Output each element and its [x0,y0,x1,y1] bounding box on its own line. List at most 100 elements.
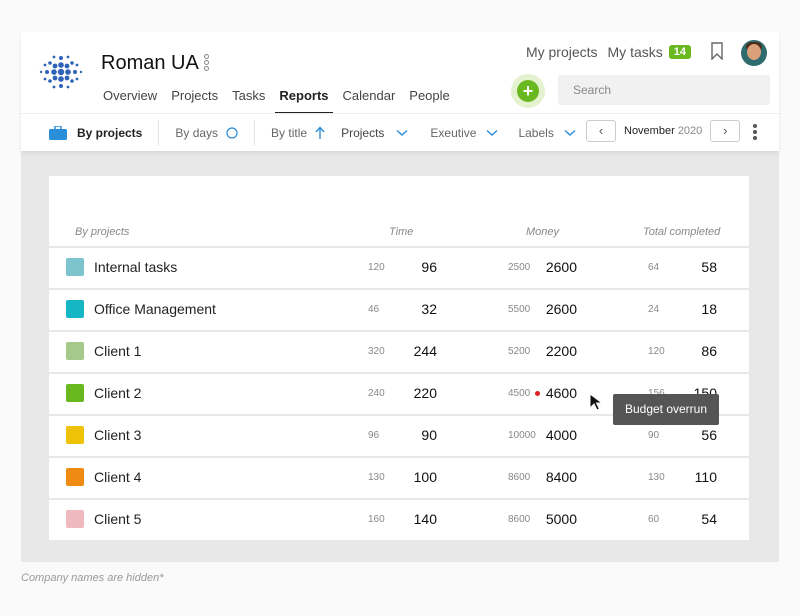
money-estimate: 8600 [508,514,531,525]
company-menu-icon[interactable] [203,54,211,74]
nav-reports[interactable]: Reports [275,88,333,114]
budget-overrun-tooltip: Budget overrun [613,394,719,425]
project-color-swatch [66,258,84,276]
money-value: 2600 [545,259,577,275]
executive-dropdown[interactable]: Exeutive [408,114,498,152]
time-value: 220 [413,385,437,401]
time-estimate: 120 [368,262,385,273]
table-row[interactable]: Client 224022045004600156150 [49,372,749,412]
next-month-button[interactable]: › [710,120,741,142]
time-value: 90 [421,427,437,443]
header-time: Time [389,226,414,238]
plus-icon: + [517,80,539,102]
prev-month-button[interactable]: ‹ [586,120,616,142]
header-by-projects: By projects [75,226,130,238]
completed-value: 18 [701,301,717,317]
completed-value: 56 [701,427,717,443]
money-value: 2200 [545,343,577,359]
month-name: November [624,125,675,137]
toolbar-divider [158,119,160,146]
completed-estimate: 90 [648,430,660,441]
nav-people[interactable]: People [409,88,450,103]
search-input[interactable]: Search [558,75,770,105]
by-days-label: By days [175,125,219,140]
my-tasks-link[interactable]: My tasks [607,44,663,60]
time-value: 96 [421,259,437,275]
more-options-icon[interactable] [753,124,757,142]
project-color-swatch [66,384,84,402]
completed-estimate: 24 [648,304,660,315]
time-estimate: 130 [368,472,385,483]
time-value: 100 [413,469,437,485]
project-color-swatch [66,510,84,528]
bookmark-icon[interactable] [711,42,723,60]
executive-label: Exeutive [430,125,477,140]
arrow-up-icon [315,125,325,139]
user-avatar[interactable] [741,40,767,66]
by-title-label: By title [271,125,308,140]
money-estimate: 5500 [508,304,531,315]
completed-estimate: 64 [648,262,660,273]
table-row[interactable]: Client 5 160 140 8600 5000 60 54 [49,498,749,538]
nav-overview[interactable]: Overview [103,88,158,103]
briefcase-icon [49,125,67,140]
footnote: Company names are hidden* [21,572,164,584]
chevron-down-icon [486,129,498,136]
project-name: Client 3 [94,427,142,443]
table-row[interactable]: Internal tasks 120 96 2500 2600 64 58 [49,246,749,286]
money-value: 2600 [545,301,577,317]
money-estimate: 8600 [508,472,531,483]
money-estimate: 5200 [508,346,531,357]
month-year: 2020 [677,125,703,137]
project-name: Internal tasks [94,259,178,275]
completed-value: 86 [701,343,717,359]
company-name: Roman UA [101,52,199,74]
completed-estimate: 130 [648,472,665,483]
month-label: November 2020 [624,125,702,137]
cursor-icon [589,393,604,411]
time-estimate: 320 [368,346,385,357]
project-color-swatch [66,342,84,360]
table-row[interactable]: Client 4 130 100 8600 8400 130 110 [49,456,749,496]
tasks-count-badge: 14 [668,45,691,59]
table-row[interactable]: Client 3 96 90 10000 4000 90 56 [49,414,749,454]
by-title-sort[interactable]: By title [255,114,325,152]
top-bar: Roman UA Overview Projects Tasks Reports… [21,32,779,151]
project-name: Client 1 [94,343,142,359]
nav-calendar[interactable]: Calendar [342,88,396,103]
table-row[interactable]: Client 1 320 244 5200 2200 120 86 [49,330,749,370]
by-days-filter[interactable]: By days [159,114,238,152]
project-name: Office Management [94,301,216,317]
top-links: My projects My tasks 14 [516,44,691,60]
projects-dropdown[interactable]: Projects [325,114,408,152]
toolbar-divider [254,119,256,146]
report-toolbar: By projects By days By title Projects Ex… [21,113,779,151]
overrun-indicator [535,391,540,396]
money-value: 8400 [545,469,577,485]
time-estimate: 160 [368,514,385,525]
completed-estimate: 60 [648,514,660,525]
by-projects-filter[interactable]: By projects [21,114,142,152]
completed-value: 58 [701,259,717,275]
money-value: 4000 [545,427,577,443]
month-navigator: ‹ November 2020 › [586,120,741,142]
time-value: 140 [413,511,437,527]
project-name: Client 4 [94,469,142,485]
header-money: Money [526,226,560,238]
project-color-swatch [66,426,84,444]
labels-label: Labels [518,125,554,140]
time-estimate: 240 [368,388,385,399]
main-nav: Overview Projects Tasks Reports Calendar… [103,88,464,114]
project-name: Client 5 [94,511,142,527]
completed-value: 110 [694,469,717,485]
my-projects-link[interactable]: My projects [525,44,598,60]
add-button[interactable]: + [511,74,545,108]
money-value: 4600 [545,385,577,401]
money-value: 5000 [545,511,577,527]
nav-tasks[interactable]: Tasks [232,88,266,103]
nav-projects[interactable]: Projects [171,88,219,103]
company-logo [39,55,83,89]
labels-dropdown[interactable]: Labels [498,114,576,152]
table-row[interactable]: Office Management 46 32 5500 2600 24 18 [49,288,749,328]
time-value: 32 [421,301,437,317]
